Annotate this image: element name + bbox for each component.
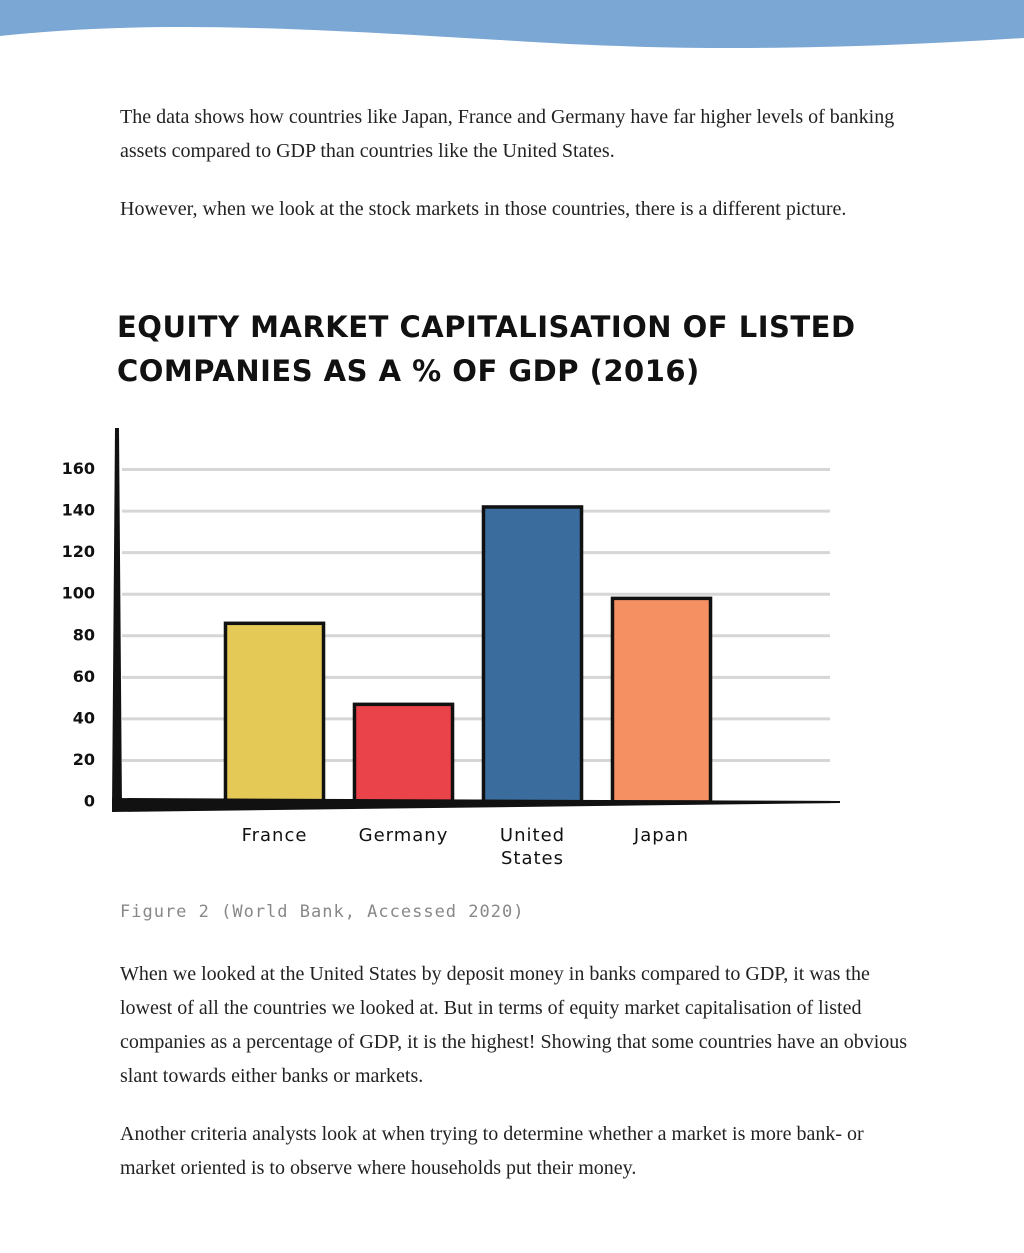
y-tick-label: 140 [62, 501, 95, 520]
intro: The data shows how countries like Japan,… [120, 100, 910, 250]
x-tick-label: United States [499, 825, 566, 869]
paragraph: When we looked at the United States by d… [120, 963, 908, 1087]
y-tick-label: 120 [62, 542, 95, 561]
x-tick-label: Germany [358, 825, 449, 846]
bar [481, 505, 584, 804]
header-wave [0, 0, 1024, 48]
bar [352, 702, 455, 804]
bar [610, 596, 713, 804]
x-axis [112, 798, 840, 812]
y-tick-label: 60 [73, 667, 95, 686]
outro: When we looked at the United States by d… [120, 957, 910, 1209]
y-tick-label: 100 [62, 584, 95, 603]
y-tick-label: 40 [73, 708, 95, 727]
paragraph: However, when we look at the stock marke… [120, 198, 847, 220]
caption: Figure 2 (World Bank, Accessed 2020) [120, 902, 525, 922]
bar [223, 621, 326, 804]
chart-title: EQUITY MARKET CAPITALISATION OF LISTED C… [117, 310, 856, 388]
x-tick-label: Japan [633, 825, 690, 846]
paragraph: Another criteria analysts look at when t… [120, 1123, 864, 1179]
y-tick-label: 80 [73, 625, 95, 644]
y-axis [112, 428, 122, 810]
y-tick-label: 20 [73, 750, 95, 769]
y-tick-label: 0 [84, 792, 95, 811]
paragraph: The data shows how countries like Japan,… [120, 106, 895, 162]
y-tick-label: 160 [62, 459, 95, 478]
x-tick-label: France [241, 825, 308, 846]
